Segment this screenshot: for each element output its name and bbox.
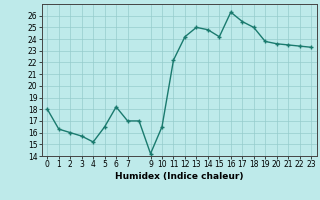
X-axis label: Humidex (Indice chaleur): Humidex (Indice chaleur) xyxy=(115,172,244,181)
